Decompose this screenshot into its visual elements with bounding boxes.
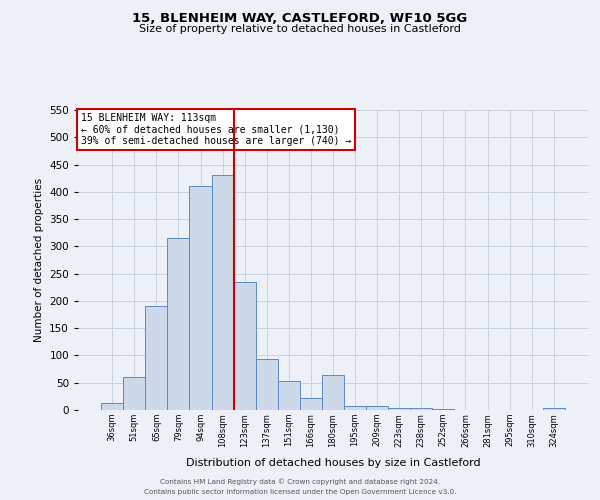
Text: Contains HM Land Registry data © Crown copyright and database right 2024.: Contains HM Land Registry data © Crown c…	[160, 478, 440, 485]
Bar	[167, 238, 190, 410]
Bar	[388, 408, 410, 410]
Bar	[212, 176, 233, 410]
Bar	[101, 403, 123, 410]
Bar	[543, 408, 565, 410]
Text: 15 BLENHEIM WAY: 113sqm
← 60% of detached houses are smaller (1,130)
39% of semi: 15 BLENHEIM WAY: 113sqm ← 60% of detache…	[80, 113, 351, 146]
Bar	[123, 378, 145, 410]
Bar	[344, 406, 366, 410]
Text: Size of property relative to detached houses in Castleford: Size of property relative to detached ho…	[139, 24, 461, 34]
Bar	[256, 360, 278, 410]
Bar	[410, 408, 433, 410]
X-axis label: Distribution of detached houses by size in Castleford: Distribution of detached houses by size …	[185, 458, 481, 468]
Bar	[145, 306, 167, 410]
Text: 15, BLENHEIM WAY, CASTLEFORD, WF10 5GG: 15, BLENHEIM WAY, CASTLEFORD, WF10 5GG	[133, 12, 467, 26]
Bar	[300, 398, 322, 410]
Bar	[433, 409, 454, 410]
Bar	[366, 406, 388, 410]
Y-axis label: Number of detached properties: Number of detached properties	[34, 178, 44, 342]
Bar	[278, 381, 300, 410]
Bar	[233, 282, 256, 410]
Text: Contains public sector information licensed under the Open Government Licence v3: Contains public sector information licen…	[144, 489, 456, 495]
Bar	[190, 186, 212, 410]
Bar	[322, 374, 344, 410]
